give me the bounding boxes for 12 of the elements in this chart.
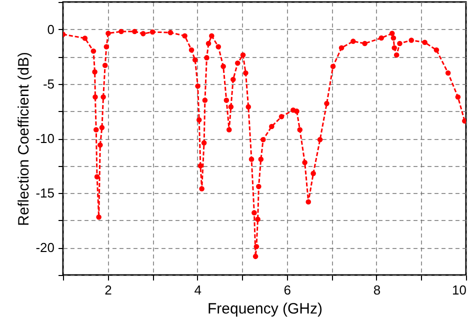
x-tick-label: 6 bbox=[284, 282, 292, 298]
y-tick-label: -5 bbox=[42, 76, 54, 92]
x-tick-label: 4 bbox=[194, 282, 202, 298]
y-tick-label: -20 bbox=[36, 240, 54, 256]
y-tick-label: -15 bbox=[36, 186, 54, 201]
x-axis-title: Frequency (GHz) bbox=[207, 300, 323, 318]
y-tick-label: -10 bbox=[36, 131, 54, 146]
y-tick-label: 0 bbox=[47, 22, 54, 37]
y-axis-title: Reflection Coefficient (dB) bbox=[16, 52, 33, 226]
x-tick-label: 2 bbox=[104, 282, 112, 298]
x-tick-label: 10 bbox=[452, 282, 466, 298]
x-tick-label: 8 bbox=[373, 282, 381, 298]
